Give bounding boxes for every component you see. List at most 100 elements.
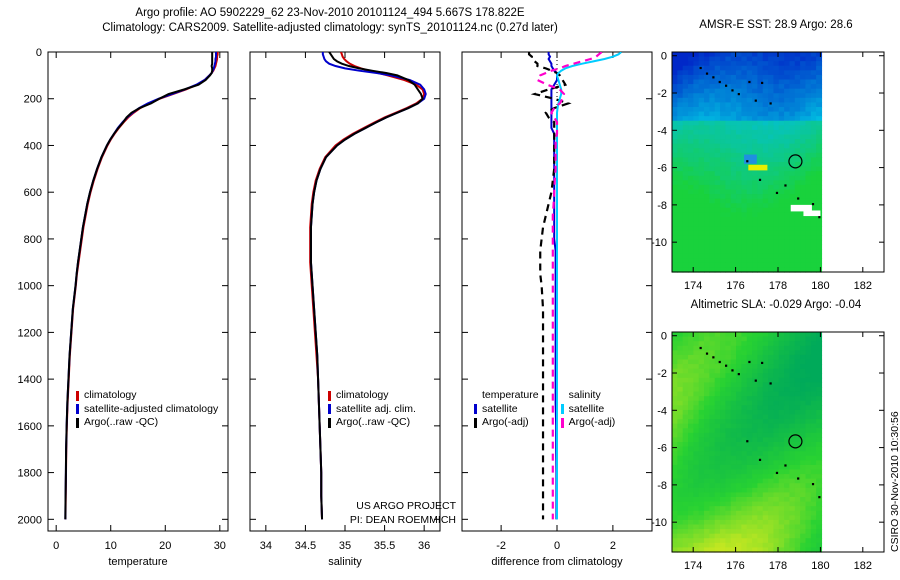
map-cell xyxy=(709,194,716,200)
map-cell xyxy=(704,460,710,466)
map-anomaly-cell xyxy=(744,154,757,164)
map-cell xyxy=(682,474,689,480)
map-cell xyxy=(768,341,775,347)
map-cell xyxy=(704,478,710,484)
map-cell xyxy=(773,262,780,269)
map-cell xyxy=(805,332,812,338)
map-cell xyxy=(720,464,726,471)
map-cell xyxy=(682,332,689,338)
map-cell xyxy=(768,65,775,71)
map-cell xyxy=(709,129,716,136)
map-cell xyxy=(757,74,764,81)
map-cell xyxy=(709,175,716,181)
map-cell xyxy=(682,217,689,223)
map-cell xyxy=(704,350,710,356)
map-cell xyxy=(752,409,759,416)
map-cell xyxy=(746,226,753,232)
map-cell xyxy=(805,203,812,209)
map-cell xyxy=(778,134,785,140)
map-cell xyxy=(794,235,801,241)
legend-difference: temperature satellite Argo(-adj) salinit… xyxy=(474,389,615,430)
map-cell xyxy=(698,382,705,388)
map-cell xyxy=(768,409,775,416)
map-cell xyxy=(714,88,721,94)
map-cell xyxy=(714,409,721,416)
map-cell xyxy=(725,221,732,227)
map-cell xyxy=(752,446,759,452)
map-cell xyxy=(789,116,796,122)
map-cell xyxy=(741,184,748,191)
map-cell xyxy=(688,88,694,94)
map-cell xyxy=(757,409,764,416)
map-cell xyxy=(677,116,684,122)
map-cell xyxy=(730,212,737,218)
map-cell xyxy=(778,203,785,209)
map-cell xyxy=(784,175,791,181)
map-cell xyxy=(730,230,737,236)
map-cell xyxy=(752,70,759,76)
map-cell xyxy=(741,198,748,204)
map-cell xyxy=(677,350,684,356)
map-cell xyxy=(693,175,700,181)
map-cell xyxy=(682,88,689,94)
map-cell xyxy=(714,396,721,402)
map-cell xyxy=(730,474,737,480)
map-cell xyxy=(677,510,684,516)
map-cell xyxy=(688,180,694,186)
map-cell xyxy=(741,194,748,200)
map-cell xyxy=(784,203,791,209)
map-cell xyxy=(688,469,694,475)
map-cell xyxy=(677,249,684,255)
coastline-speck xyxy=(797,477,800,480)
map-cell xyxy=(720,487,726,494)
map-cell xyxy=(800,239,807,246)
legend-item: Argo(..raw -QC) xyxy=(328,416,416,430)
map-cell xyxy=(682,56,689,62)
map-cell xyxy=(778,515,785,521)
map-cell xyxy=(762,510,769,516)
map-cell xyxy=(768,84,775,90)
map-cell xyxy=(757,194,764,200)
map-cell xyxy=(698,350,705,356)
map-cell xyxy=(768,244,775,250)
map-cell xyxy=(800,65,807,71)
map-cell xyxy=(672,409,678,416)
map-cell xyxy=(704,235,710,241)
map-cell xyxy=(794,519,801,526)
map-cell xyxy=(682,460,689,466)
map-cell xyxy=(714,474,721,480)
map-cell xyxy=(789,538,796,544)
map-cell xyxy=(800,373,807,379)
map-cell xyxy=(741,79,748,85)
map-cell xyxy=(800,414,807,420)
map-cell xyxy=(805,194,812,200)
map-cell xyxy=(677,529,684,535)
map-cell xyxy=(778,235,785,241)
map-cell xyxy=(720,134,726,140)
map-cell xyxy=(677,419,684,425)
map-cell xyxy=(672,107,678,113)
map-cell xyxy=(693,345,700,351)
map-cell xyxy=(805,519,812,526)
map-cell xyxy=(794,368,801,374)
map-cell xyxy=(704,166,710,172)
map-cell xyxy=(773,88,780,94)
map-cell xyxy=(805,79,812,85)
map-cell xyxy=(810,258,817,264)
sla-map-title: Altimetric SLA: -0.029 Argo: -0.04 xyxy=(690,299,862,311)
map-cell xyxy=(714,107,721,113)
map-cell xyxy=(714,79,721,85)
map-cell xyxy=(784,217,791,223)
map-cell xyxy=(746,368,753,374)
map-cell xyxy=(698,226,705,232)
map-cell xyxy=(704,345,710,351)
map-cell xyxy=(741,364,748,370)
map-cell xyxy=(682,455,689,461)
map-cell xyxy=(672,262,678,269)
y-tick-label: 1000 xyxy=(18,281,42,293)
map-cell xyxy=(730,414,737,420)
map-cell xyxy=(693,529,700,535)
map-cell xyxy=(768,419,775,425)
map-cell xyxy=(810,111,817,117)
map-cell xyxy=(682,437,689,443)
